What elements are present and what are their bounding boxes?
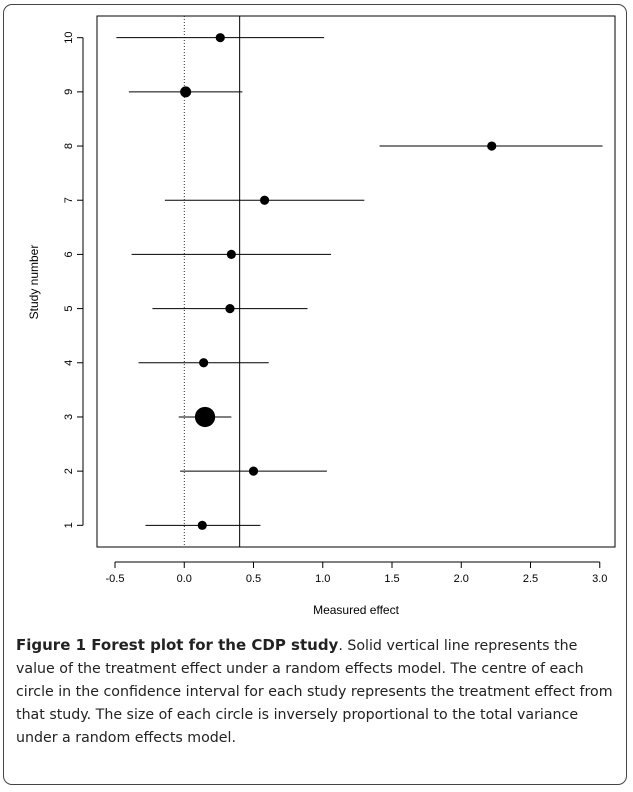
caption-text: . Solid vertical line represents the val… (16, 638, 613, 746)
y-tick-label: 1 (63, 522, 75, 528)
y-axis-label: Study number (27, 245, 41, 320)
x-tick-label: 1.0 (315, 573, 330, 585)
figure-frame (3, 4, 627, 785)
y-tick-label: 8 (63, 143, 75, 149)
study-effect-point (487, 141, 497, 151)
x-tick-label: 0.5 (246, 573, 261, 585)
plot-area-border (96, 15, 616, 548)
x-tick-label: 1.5 (384, 573, 399, 585)
caption-title: Figure 1 Forest plot for the CDP study (16, 636, 339, 654)
study-effect-point (180, 86, 192, 98)
study-effect-point (225, 303, 235, 314)
figure-caption: Figure 1 Forest plot for the CDP study. … (16, 634, 616, 750)
y-tick-label: 7 (63, 197, 75, 203)
study-effect-point (199, 358, 209, 368)
y-tick-label: 5 (63, 306, 75, 312)
y-tick-label: 3 (63, 414, 75, 420)
y-tick-label: 9 (63, 89, 75, 95)
y-tick-label: 2 (63, 468, 75, 474)
y-tick-label: 4 (63, 360, 75, 366)
x-axis-label: Measured effect (313, 603, 399, 617)
study-effect-point (197, 520, 207, 530)
x-tick-label: 2.0 (454, 573, 469, 585)
study-effect-point (194, 406, 216, 428)
study-effect-point (259, 195, 270, 205)
y-tick-label: 10 (63, 32, 75, 44)
forest-plot: -0.5 0.0 0.5 1.0 1.5 2.0 2.5 3.0 1 2 3 4 5 6 7 8 9 10 Me… (27, 15, 616, 617)
x-tick-label: 3.0 (592, 573, 607, 585)
x-tick-label: -0.5 (106, 573, 125, 585)
x-tick-label: 2.5 (523, 573, 538, 585)
x-tick-label: 0.0 (177, 573, 192, 585)
study-effect-point (226, 249, 236, 260)
y-tick-label: 6 (63, 251, 75, 257)
study-effect-point (215, 33, 225, 43)
study-effect-point (248, 466, 259, 476)
